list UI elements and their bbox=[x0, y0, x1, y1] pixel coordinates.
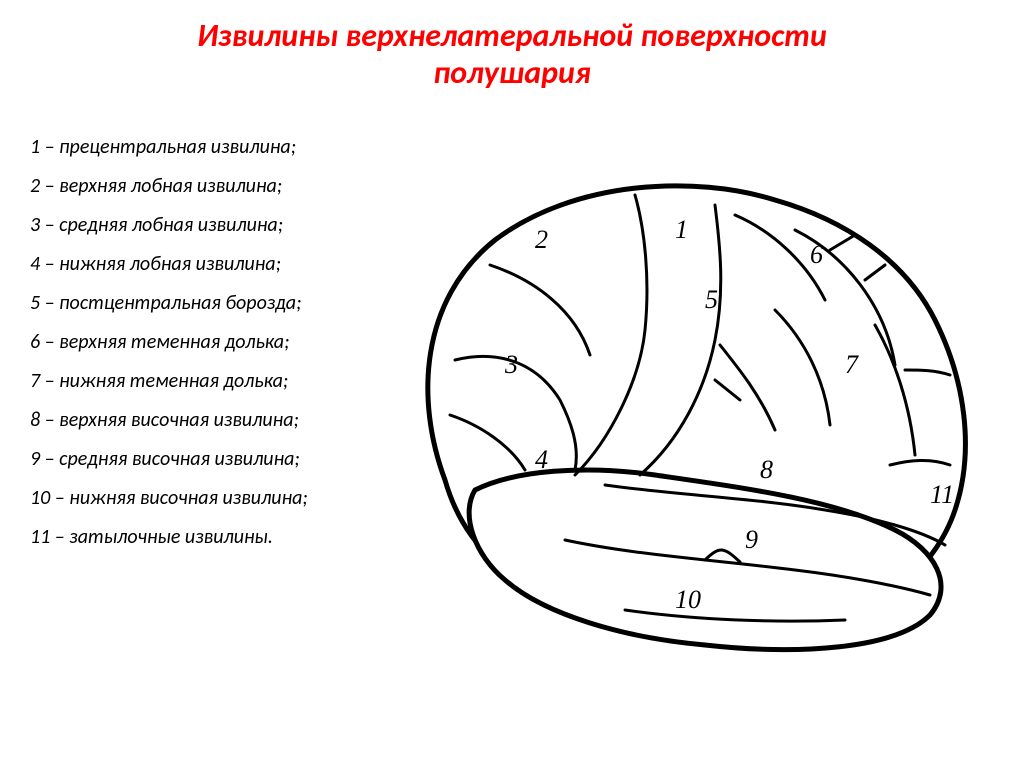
legend-item: 3 – средняя лобная извилина; bbox=[30, 213, 370, 238]
diagram-label-3: 3 bbox=[505, 350, 518, 380]
title-line-1: Извилины верхнелатеральной поверхности bbox=[197, 16, 827, 55]
legend-item: 9 – средняя височная извилина; bbox=[30, 447, 370, 472]
legend-item: 1 – прецентральная извилина; bbox=[30, 135, 370, 160]
brain-diagram: 1 2 3 4 5 6 7 8 9 10 11 bbox=[375, 170, 1005, 670]
page-title: Извилины верхнелатеральной поверхности п… bbox=[0, 18, 1024, 92]
diagram-label-7: 7 bbox=[845, 350, 858, 380]
diagram-label-5: 5 bbox=[705, 285, 718, 315]
legend-item: 8 – верхняя височная извилина; bbox=[30, 408, 370, 433]
legend-item: 2 – верхняя лобная извилина; bbox=[30, 174, 370, 199]
legend-item: 6 – верхняя теменная долька; bbox=[30, 330, 370, 355]
diagram-label-2: 2 bbox=[535, 225, 548, 255]
diagram-label-1: 1 bbox=[675, 215, 688, 245]
legend-item: 11 – затылочные извилины. bbox=[30, 525, 370, 550]
diagram-label-4: 4 bbox=[535, 445, 548, 475]
diagram-label-8: 8 bbox=[760, 455, 773, 485]
legend-item: 10 – нижняя височная извилина; bbox=[30, 486, 370, 511]
title-line-2: полушария bbox=[433, 53, 591, 92]
diagram-label-10: 10 bbox=[675, 585, 701, 615]
legend-item: 5 – постцентральная борозда; bbox=[30, 291, 370, 316]
legend-item: 7 – нижняя теменная долька; bbox=[30, 369, 370, 394]
page: Извилины верхнелатеральной поверхности п… bbox=[0, 0, 1024, 767]
diagram-label-11: 11 bbox=[930, 480, 954, 510]
legend: 1 – прецентральная извилина; 2 – верхняя… bbox=[30, 135, 370, 564]
legend-item: 4 – нижняя лобная извилина; bbox=[30, 252, 370, 277]
diagram-label-9: 9 bbox=[745, 525, 758, 555]
diagram-label-6: 6 bbox=[810, 240, 823, 270]
